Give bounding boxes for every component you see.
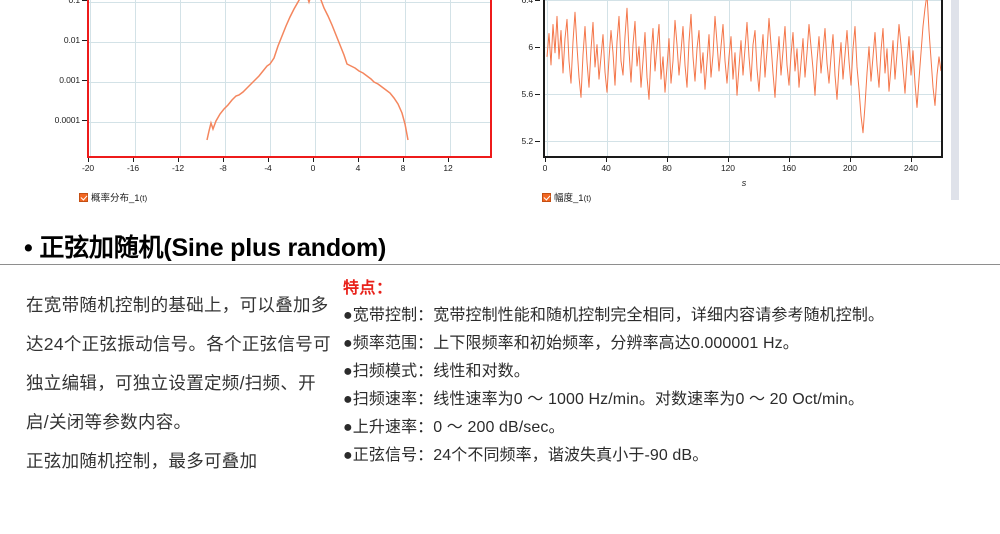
pdf-gridlines: [89, 0, 490, 156]
pdf-xtick-3: -8: [219, 163, 227, 173]
time-trace: [545, 0, 941, 156]
time-ytick-3: 5.2: [521, 136, 540, 146]
time-xtick-0: 0: [542, 163, 548, 173]
pdf-xtick-8: 12: [443, 163, 453, 173]
feature-item: ●扫频速率：线性速率为0 ～ 1000 Hz/min。对数速率为0 ～ 20 O…: [343, 391, 865, 408]
heading-divider: [0, 264, 1000, 265]
features-column: 特点： ●宽带控制：宽带控制性能和随机控制完全相同，详细内容请参考随机控制。 ●…: [343, 278, 998, 470]
feature-item: ●扫频模式：线性和对数。: [343, 363, 530, 380]
page-title: • 正弦加随机(Sine plus random): [24, 228, 386, 264]
pdf-ytick-0: 0.1: [68, 0, 87, 5]
time-xtick-1: 40: [601, 163, 611, 173]
feature-item: ●上升速率：0 ～ 200 dB/sec。: [343, 419, 565, 436]
feature-item: ●宽带控制：宽带控制性能和随机控制完全相同，详细内容请参考随机控制。: [343, 307, 885, 324]
heading-text: 正弦加随机(Sine plus random): [39, 234, 387, 262]
pdf-xtick-6: 4: [355, 163, 361, 173]
time-xtick-2: 80: [662, 163, 672, 173]
feature-item: ●正弦信号：24个不同频率，谐波失真小于-90 dB。: [343, 447, 709, 464]
pdf-xtick-7: 8: [400, 163, 406, 173]
charts-area: 0.1 0.01 0.001 0.0001 -20 -16 -12 -8 -4 …: [0, 0, 1000, 212]
pdf-ytick-1: 0.01: [64, 35, 87, 45]
time-ytick-2: 5.6: [521, 89, 540, 99]
pdf-xtick-0: -20: [82, 163, 94, 173]
time-xaxis-label: s: [741, 178, 747, 188]
time-legend-label: 幅度_1(t): [554, 193, 592, 204]
feature-item: ●频率范围：上下限频率和初始频率，分辨率高达0.000001 Hz。: [343, 335, 799, 352]
pdf-legend-checkbox-icon[interactable]: [79, 192, 88, 202]
pdf-trace: [89, 0, 490, 156]
pdf-legend-label: 概率分布_1(t): [91, 193, 148, 204]
pdf-xtick-5: 0: [310, 163, 316, 173]
pdf-ytick-2: 0.001: [59, 75, 87, 85]
amplitude-time-chart[interactable]: 6.4 6 5.6 5.2 0 40 80 120 160 200 240 s …: [500, 0, 1000, 212]
time-legend-checkbox-icon[interactable]: [542, 192, 551, 202]
time-xtick-3: 120: [721, 163, 735, 173]
pdf-xtick-1: -16: [127, 163, 139, 173]
left-paragraph-2: 正弦加随机控制，最多可叠加: [26, 451, 258, 471]
time-ytick-1: 6: [528, 42, 540, 52]
pdf-xtick-2: -12: [172, 163, 184, 173]
left-description-column: 在宽带随机控制的基础上，可以叠加多达24个正弦振动信号。各个正弦信号可独立编辑，…: [26, 286, 334, 481]
pdf-legend-item[interactable]: 概率分布_1(t): [79, 190, 147, 204]
pdf-ytick-3: 0.0001: [55, 115, 87, 125]
vertical-scrollbar[interactable]: [951, 0, 959, 200]
probability-distribution-chart[interactable]: 0.1 0.01 0.001 0.0001 -20 -16 -12 -8 -4 …: [0, 0, 500, 212]
time-xtick-6: 240: [904, 163, 918, 173]
left-paragraph-1: 在宽带随机控制的基础上，可以叠加多达24个正弦振动信号。各个正弦信号可独立编辑，…: [26, 295, 331, 432]
pdf-xtick-4: -4: [264, 163, 272, 173]
time-plot-frame: [543, 0, 943, 158]
time-xtick-4: 160: [782, 163, 796, 173]
time-xtick-5: 200: [843, 163, 857, 173]
time-ytick-0: 6.4: [521, 0, 540, 5]
heading-bullet: •: [24, 234, 33, 262]
time-legend-item[interactable]: 幅度_1(t): [542, 190, 591, 204]
pdf-plot-frame: [87, 0, 492, 158]
features-title: 特点：: [343, 280, 393, 297]
